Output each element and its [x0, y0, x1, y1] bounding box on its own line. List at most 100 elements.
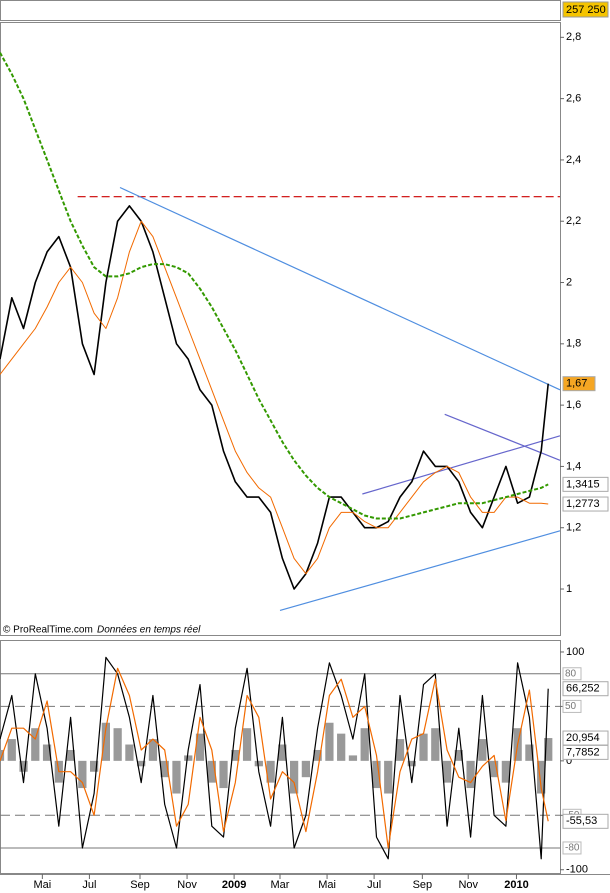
footnote-2: Données en temps réel — [97, 625, 201, 636]
reference-label: 50 — [565, 701, 577, 712]
histogram-bar — [466, 760, 475, 789]
histogram-bar — [490, 760, 499, 778]
histogram-bar — [348, 755, 358, 761]
histogram-bar — [501, 760, 510, 783]
y-tick-label: 2,4 — [566, 154, 581, 166]
last-value-label: 1,2773 — [566, 498, 600, 510]
volume-label-box — [562, 1, 609, 18]
histogram-bar — [66, 749, 75, 761]
series-line — [0, 52, 549, 520]
reference-label: -80 — [565, 843, 580, 854]
trend-line — [119, 186, 561, 391]
series-line — [0, 205, 549, 590]
y-tick-label: -100 — [566, 864, 588, 876]
last-value-label: 66,252 — [566, 683, 600, 695]
last-value-box — [562, 476, 609, 492]
histogram-bar — [7, 739, 16, 761]
histogram-bar — [19, 760, 28, 772]
histogram-bar — [537, 760, 546, 794]
y-tick-label: 1 — [566, 583, 572, 595]
reference-label-box — [562, 699, 582, 713]
last-value-label: 20,954 — [566, 732, 600, 744]
footnote: © ProRealTime.com — [3, 625, 93, 636]
histogram-bar — [195, 733, 205, 761]
histogram-bar — [337, 733, 346, 761]
histogram-bar — [266, 760, 275, 783]
x-tick-label: Sep — [413, 879, 433, 891]
histogram-bar — [278, 744, 287, 761]
last-value-box — [562, 376, 596, 392]
histogram-bar — [442, 760, 452, 783]
y-tick-label: 2,8 — [566, 31, 581, 43]
histogram-bar — [544, 738, 553, 761]
y-tick-label: 0 — [566, 755, 572, 767]
last-value-label: -55,53 — [566, 815, 597, 827]
last-value-label: 7,7852 — [566, 746, 600, 758]
series-line — [0, 667, 549, 849]
histogram-bar — [407, 760, 416, 767]
histogram-bar — [431, 728, 440, 761]
histogram-bar — [419, 733, 428, 761]
histogram-bar — [454, 749, 463, 761]
last-value-label: 1,3415 — [566, 478, 600, 490]
y-tick-label: 1,2 — [566, 522, 581, 534]
y-tick-label: 100 — [566, 646, 584, 658]
x-tick-label: 2010 — [504, 879, 528, 891]
last-value-box — [562, 681, 609, 697]
histogram-bar — [395, 739, 405, 761]
y-tick-label: 2,6 — [566, 93, 581, 105]
volume-label: 257 250 — [566, 4, 606, 16]
histogram-bar — [31, 728, 40, 761]
x-tick-label: Jul — [82, 879, 96, 891]
y-tick-label: 2 — [566, 276, 572, 288]
series-line — [0, 220, 549, 575]
histogram-bar — [137, 760, 146, 767]
histogram-bar — [148, 739, 158, 761]
x-tick-label: Nov — [177, 879, 197, 891]
last-value-box — [562, 813, 609, 829]
x-tick-label: Nov — [458, 879, 478, 891]
histogram-bar — [101, 722, 110, 761]
histogram-bar — [384, 760, 393, 794]
reference-label-box — [562, 667, 582, 681]
last-value-box — [562, 496, 609, 512]
histogram-bar — [42, 744, 52, 761]
y-tick-label: 1,8 — [566, 338, 581, 350]
histogram-bar — [184, 755, 193, 761]
series-line — [0, 656, 549, 860]
histogram-bar — [525, 744, 534, 761]
histogram-bar — [254, 760, 263, 767]
x-tick-label: Mai — [318, 879, 336, 891]
trend-line — [279, 530, 561, 612]
histogram-bar — [160, 760, 169, 778]
histogram-bar — [478, 739, 487, 761]
histogram-bar — [360, 728, 369, 761]
y-tick-label: 2,2 — [566, 215, 581, 227]
x-tick-label: Jul — [367, 879, 381, 891]
reference-label: 80 — [565, 668, 577, 679]
price-panel — [0, 22, 561, 636]
reference-label-box — [562, 841, 582, 855]
x-tick-label: Sep — [130, 879, 150, 891]
last-value-label: 1,67 — [566, 378, 587, 390]
histogram-bar — [372, 760, 381, 789]
histogram-bar — [301, 760, 310, 778]
histogram-bar — [290, 760, 299, 794]
histogram-bar — [172, 760, 181, 794]
histogram-bar — [90, 760, 99, 772]
histogram-bar — [125, 744, 134, 761]
histogram-bar — [325, 722, 334, 761]
volume-panel — [0, 0, 561, 21]
y-tick-label: 1,4 — [566, 460, 581, 472]
x-tick-label: 2009 — [222, 879, 246, 891]
x-tick-label: Mai — [33, 879, 51, 891]
trend-line — [362, 435, 561, 495]
histogram-bar — [242, 728, 252, 761]
histogram-bar — [231, 749, 240, 761]
last-value-box — [562, 744, 609, 760]
histogram-bar — [113, 728, 122, 761]
histogram-bar — [219, 760, 228, 789]
histogram-bar — [78, 760, 87, 789]
